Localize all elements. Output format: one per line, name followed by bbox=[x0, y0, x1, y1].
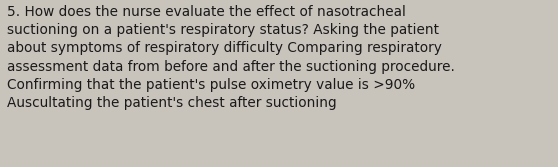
Text: 5. How does the nurse evaluate the effect of nasotracheal
suctioning on a patien: 5. How does the nurse evaluate the effec… bbox=[7, 5, 455, 110]
